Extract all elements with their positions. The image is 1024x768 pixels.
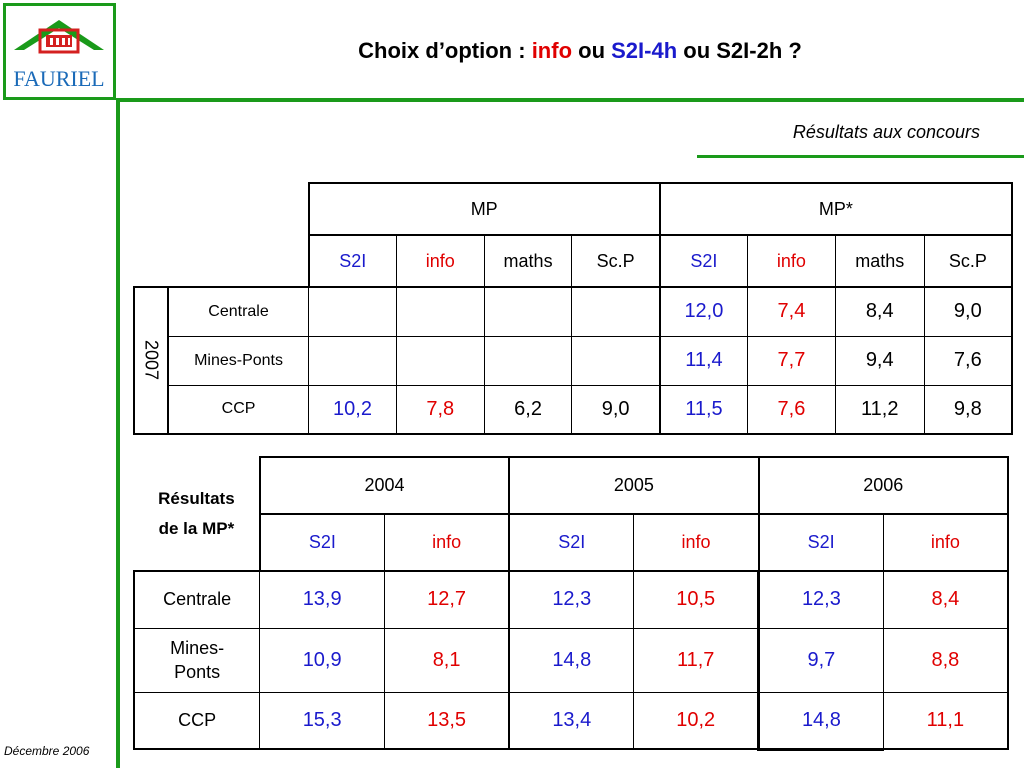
value-cell: 7,6 [923, 335, 1013, 386]
subheader-cell: info [395, 234, 485, 288]
group-mpstar: MP* [658, 182, 1014, 236]
year-cell: 2007 [133, 286, 169, 435]
value-cell: 9,0 [923, 286, 1013, 337]
value-cell: 12,7 [384, 570, 511, 629]
results-mpstar-table: Résultats de la MP* 2004 2005 2006 S2I i… [133, 456, 1010, 751]
subheader-cell: info [384, 513, 511, 572]
subheader-cell: maths [483, 234, 573, 288]
subtitle: Résultats aux concours [792, 122, 980, 142]
table-row: Mines- Ponts 10,9 8,1 14,8 11,7 9,7 8,8 [133, 627, 1009, 693]
subheader-cell: maths [834, 234, 925, 288]
results-2007-table: MP MP* S2I info maths Sc.P S2I info math… [133, 182, 1014, 435]
subtitle-underline [697, 155, 1024, 158]
value-cell: 14,8 [508, 627, 635, 693]
value-cell: 9,8 [923, 384, 1013, 435]
subheader-cell: info [747, 234, 836, 288]
row-label-line-2: Ponts [174, 662, 221, 682]
value-cell: 11,1 [882, 691, 1009, 750]
value-cell: 10,5 [633, 570, 760, 629]
year-2005-header: 2005 [508, 456, 760, 515]
value-cell: 6,2 [483, 384, 573, 435]
value-cell [308, 286, 397, 337]
value-cell: 12,0 [659, 286, 749, 337]
value-cell: 11,4 [659, 335, 749, 386]
row-label: CCP [133, 691, 261, 750]
header-divider [116, 98, 1024, 102]
page-title: Choix d’option : info ou S2I-4h ou S2I-2… [150, 38, 1010, 64]
year-2004-header: 2004 [258, 456, 511, 515]
value-cell: 9,7 [757, 627, 884, 693]
subheader-cell: S2I [758, 513, 884, 572]
value-cell: 14,8 [757, 691, 884, 751]
value-cell: 8,4 [834, 286, 925, 337]
corner-line-1: Résultats [158, 488, 235, 508]
value-cell: 7,6 [747, 384, 836, 435]
value-cell: 10,2 [308, 384, 397, 435]
value-cell: 10,2 [633, 691, 760, 750]
year-label: 2007 [141, 340, 162, 381]
value-cell: 11,2 [834, 384, 925, 435]
value-cell [308, 335, 397, 386]
value-cell [483, 335, 573, 386]
value-cell: 7,8 [395, 384, 485, 435]
value-cell: 8,1 [384, 627, 511, 693]
subheader-cell: S2I [259, 513, 385, 572]
table-row: CCP 15,3 13,5 13,4 10,2 14,8 11,1 [133, 691, 1009, 751]
year-2006-header: 2006 [757, 456, 1010, 515]
title-suffix: ou S2I-2h ? [677, 38, 802, 63]
value-cell: 12,3 [508, 570, 635, 629]
title-s2i4h: S2I-4h [611, 38, 678, 63]
row-label: Mines-Ponts [167, 335, 310, 386]
title-prefix: Choix d’option : [358, 38, 532, 63]
value-cell [395, 286, 485, 337]
subheader-cell: S2I [659, 234, 749, 288]
value-cell: 13,4 [508, 691, 635, 750]
house-icon: FAURIEL [13, 20, 105, 91]
subheader-cell: S2I [308, 234, 397, 288]
title-ou: ou [572, 38, 612, 63]
table-row: CCP 10,2 7,8 6,2 9,0 11,5 7,6 11,2 9,8 [134, 384, 1013, 435]
value-cell: 15,3 [259, 691, 385, 750]
subheader-cell: S2I [508, 513, 635, 572]
table-row: Centrale 13,9 12,7 12,3 10,5 12,3 8,4 [133, 570, 1009, 629]
title-info: info [531, 38, 573, 63]
row-label: CCP [167, 384, 310, 435]
corner-label: Résultats de la MP* [134, 457, 261, 571]
empty-corner [134, 183, 309, 235]
value-cell: 11,7 [633, 627, 760, 693]
table-row: 2007 Centrale 12,0 7,4 8,4 9,0 [133, 286, 1013, 435]
row-label-line-1: Mines- [170, 638, 225, 658]
subheader-cell: Sc.P [923, 234, 1013, 288]
value-cell [571, 335, 661, 386]
footer-date: Décembre 2006 [4, 744, 90, 758]
table-row: Mines-Ponts 11,4 7,7 9,4 7,6 [134, 335, 1013, 386]
value-cell: 9,0 [571, 384, 661, 435]
row-label: Centrale [133, 570, 261, 629]
value-cell [483, 286, 573, 337]
value-cell: 7,4 [747, 286, 836, 337]
subheader-cell: info [882, 513, 1009, 572]
value-cell: 8,4 [882, 570, 1009, 629]
value-cell: 8,8 [882, 627, 1009, 693]
corner-line-2: de la MP* [158, 518, 235, 538]
value-cell: 13,5 [384, 691, 511, 750]
value-cell: 7,7 [747, 335, 836, 386]
logo-text: FAURIEL [13, 66, 104, 91]
value-cell: 10,9 [259, 627, 385, 693]
group-mp: MP [307, 182, 661, 236]
subheader-cell: info [633, 513, 760, 572]
row-label: Mines- Ponts [133, 627, 261, 693]
logo: FAURIEL [3, 3, 116, 100]
value-cell: 11,5 [659, 384, 749, 435]
value-cell [395, 335, 485, 386]
value-cell: 12,3 [757, 570, 884, 629]
value-cell: 13,9 [259, 570, 385, 629]
subheader-cell: Sc.P [571, 234, 661, 288]
value-cell [571, 286, 661, 337]
left-divider [116, 98, 120, 768]
value-cell: 9,4 [834, 335, 925, 386]
empty-corner [134, 235, 310, 287]
row-label: Centrale [167, 286, 310, 337]
